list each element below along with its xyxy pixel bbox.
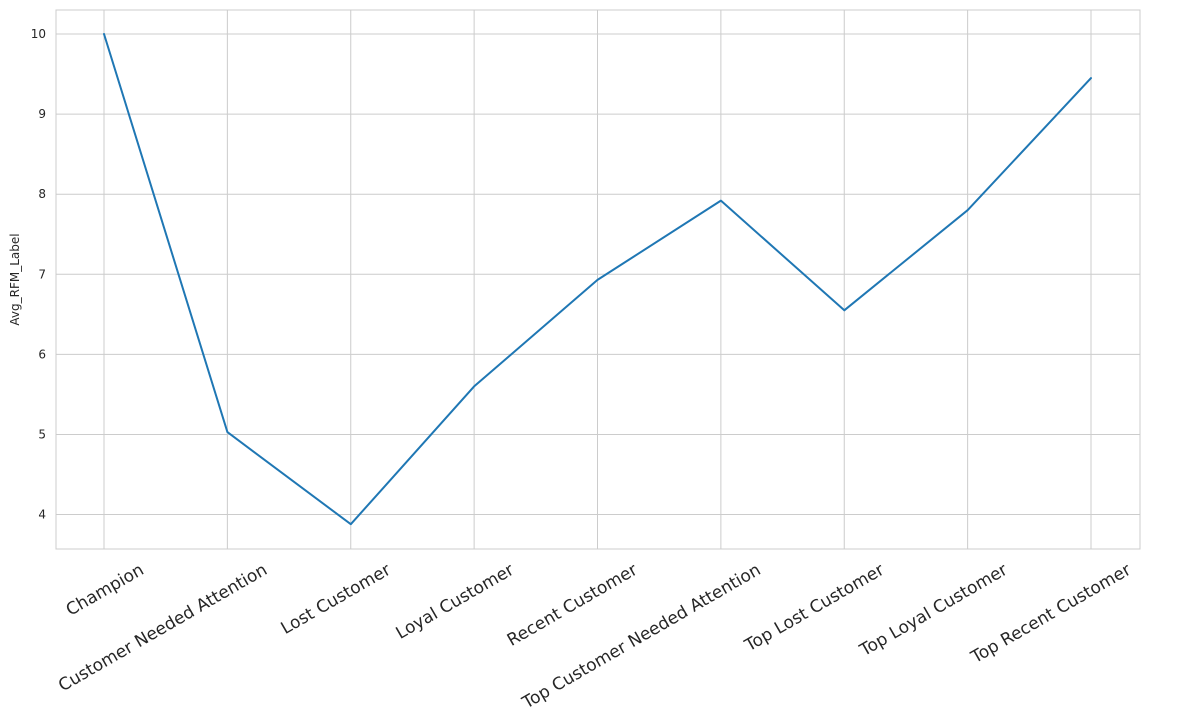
x-tick-label: Top Customer Needed Attention bbox=[518, 560, 764, 714]
x-tick-label: Lost Customer bbox=[278, 560, 395, 639]
series-layer bbox=[103, 33, 1092, 526]
y-tick-label: 8 bbox=[38, 187, 46, 201]
y-tick-label: 5 bbox=[38, 427, 46, 441]
y-tick-labels: 4 5 6 7 8 9 10 bbox=[31, 27, 46, 522]
y-tick-label: 7 bbox=[38, 267, 46, 281]
grid-layer bbox=[56, 10, 1140, 549]
y-tick-label: 4 bbox=[38, 508, 46, 522]
y-axis-label: Avg_RFM_Label bbox=[8, 233, 22, 325]
x-tick-label: Champion bbox=[63, 560, 148, 620]
y-tick-label: 10 bbox=[31, 27, 46, 41]
plot-frame bbox=[55, 9, 1141, 550]
y-tick-label: 6 bbox=[38, 347, 46, 361]
x-tick-label: Customer Needed Attention bbox=[55, 560, 271, 696]
y-tick-label: 9 bbox=[38, 107, 46, 121]
x-tick-label: Loyal Customer bbox=[393, 560, 518, 644]
